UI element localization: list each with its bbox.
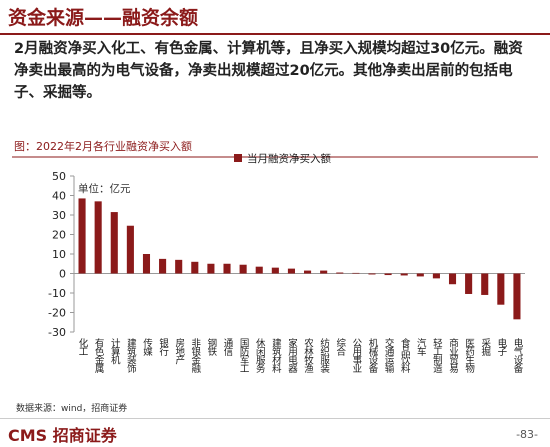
x-tick-label: 轻工制造 bbox=[431, 337, 443, 374]
bar bbox=[465, 273, 473, 294]
bar bbox=[255, 266, 263, 274]
bar bbox=[94, 201, 102, 274]
logo: CMS 招商证券 bbox=[8, 426, 117, 445]
bar bbox=[400, 273, 408, 276]
bar bbox=[142, 254, 151, 274]
bar bbox=[336, 272, 344, 274]
legend-label: 当月融资净买入额 bbox=[247, 152, 331, 165]
bar bbox=[159, 258, 167, 274]
bar bbox=[175, 259, 183, 274]
y-tick-label: 10 bbox=[52, 248, 66, 261]
chart: 图：2022年2月各行业融资净买入额 单位：亿元 -30 -20 -10 0 10 20 3… bbox=[12, 139, 538, 374]
y-tick-label: 0 bbox=[59, 268, 66, 281]
y-tick-label: 40 bbox=[52, 190, 66, 203]
bar bbox=[416, 273, 424, 277]
x-tick-label: 建筑材料 bbox=[270, 337, 282, 374]
page-number: -83- bbox=[516, 428, 538, 441]
x-tick-label: 电子 bbox=[495, 337, 507, 356]
bar bbox=[223, 263, 231, 274]
bar bbox=[513, 273, 521, 320]
x-tick-label: 商业贸易 bbox=[447, 337, 459, 374]
x-tick-label: 有色金属 bbox=[93, 337, 105, 374]
bar bbox=[126, 225, 134, 274]
x-tick-label: 化工 bbox=[77, 337, 89, 355]
x-tick-label: 公用事业 bbox=[350, 338, 362, 373]
x-tick-label: 机械设备 bbox=[366, 337, 378, 374]
x-tick-label: 钢铁 bbox=[205, 337, 217, 357]
bar bbox=[191, 261, 199, 274]
y-tick-label: 30 bbox=[52, 209, 66, 222]
x-tick-label: 国防军工 bbox=[238, 338, 250, 372]
footer-rule bbox=[0, 418, 550, 419]
x-tick-label: 房地产 bbox=[173, 337, 185, 365]
x-tick-label: 建筑装饰 bbox=[125, 337, 137, 374]
x-tick-label: 综合 bbox=[334, 337, 346, 357]
y-tick-label: -10 bbox=[48, 287, 66, 300]
x-tick-label: 交通运输 bbox=[383, 337, 395, 374]
x-tick-label: 银行 bbox=[157, 337, 169, 357]
bar bbox=[271, 267, 279, 274]
bar bbox=[287, 268, 295, 274]
x-tick-label: 电气设备 bbox=[511, 337, 523, 374]
x-tick-label: 医药生物 bbox=[463, 338, 475, 374]
legend-swatch bbox=[234, 154, 242, 162]
x-tick-label: 纺织服装 bbox=[318, 337, 330, 374]
x-tick-label: 家用电器 bbox=[286, 337, 298, 373]
x-tick-label: 休闲服务 bbox=[254, 337, 266, 374]
bar bbox=[78, 198, 86, 274]
x-tick-label: 采掘 bbox=[479, 338, 491, 357]
title-rule bbox=[0, 33, 550, 35]
bar bbox=[448, 273, 457, 285]
bar bbox=[352, 272, 360, 274]
y-tick-label: -20 bbox=[48, 307, 66, 320]
bar bbox=[384, 273, 392, 276]
x-tick-label: 农林牧渔 bbox=[302, 337, 314, 373]
bar bbox=[497, 273, 505, 305]
x-tick-label: 非银金融 bbox=[189, 337, 201, 374]
x-tick-label: 食品饮料 bbox=[399, 337, 411, 374]
unit-annotation: 单位：亿元 bbox=[78, 182, 131, 195]
chart-title: 图：2022年2月各行业融资净买入额 bbox=[14, 139, 192, 153]
bar bbox=[110, 212, 118, 274]
bar bbox=[481, 273, 489, 295]
y-tick-label: 20 bbox=[52, 229, 66, 242]
bar bbox=[320, 270, 328, 274]
x-tick-label: 传媒 bbox=[141, 337, 153, 357]
bar bbox=[239, 264, 247, 274]
x-tick-label: 汽车 bbox=[415, 337, 427, 357]
bar bbox=[368, 273, 376, 275]
bar bbox=[207, 263, 215, 274]
x-tick-label: 计算机 bbox=[109, 337, 121, 365]
source: 数据来源：wind，招商证券 bbox=[16, 404, 128, 414]
x-tick-label: 通信 bbox=[222, 338, 234, 357]
y-tick-label: -30 bbox=[48, 326, 66, 339]
bar bbox=[304, 270, 312, 274]
paragraph: 2月融资净买入化工、有色金属、计算机等，且净买入规模均超过30亿元。融资净卖出最… bbox=[14, 41, 523, 101]
bar bbox=[432, 273, 440, 279]
y-tick-label: 50 bbox=[52, 170, 66, 183]
slide-title: 资金来源——融资余额 bbox=[8, 7, 199, 29]
